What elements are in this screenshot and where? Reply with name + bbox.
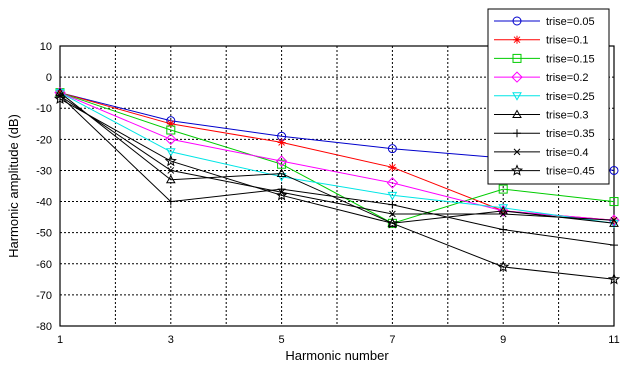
legend-marker: [511, 71, 523, 83]
x-axis-label: Harmonic number: [285, 348, 389, 363]
data-point: [164, 154, 177, 167]
data-point: [386, 177, 399, 189]
data-point: [609, 165, 619, 175]
legend-marker: [512, 92, 522, 101]
x-tick-label: 9: [500, 334, 506, 346]
data-point: [388, 200, 397, 209]
data-point: [610, 241, 618, 250]
x-tick-label: 3: [168, 334, 174, 346]
data-point: [610, 216, 618, 224]
data-point: [165, 148, 176, 157]
data-point: [497, 205, 509, 217]
data-point: [275, 155, 288, 167]
data-point: [388, 163, 397, 172]
data-point: [277, 159, 287, 169]
plot-area: [59, 45, 615, 327]
x-tick-label: 1: [57, 334, 63, 346]
data-point: [498, 204, 509, 213]
legend-marker: [510, 164, 524, 176]
series-line: [59, 92, 615, 224]
data-point: [387, 191, 398, 201]
legend-label: trise=0.3: [546, 110, 589, 122]
data-point: [166, 119, 175, 128]
legend-entry: trise=0.45: [494, 164, 595, 178]
legend-marker: [513, 129, 521, 138]
data-point: [165, 174, 176, 184]
y-tick-label: -60: [36, 259, 52, 271]
data-point: [277, 138, 286, 147]
data-point: [167, 167, 175, 174]
legend-marker: [512, 53, 522, 63]
y-tick-label: -10: [36, 103, 52, 115]
data-point: [389, 210, 396, 218]
y-axis-label: Harmonic amplitude (dB): [6, 114, 21, 258]
legend-label: trise=0.45: [546, 166, 595, 178]
legend-label: trise=0.35: [546, 128, 595, 140]
x-tick-label: 5: [279, 334, 285, 346]
legend-entry: trise=0.2: [494, 71, 589, 84]
data-point: [275, 188, 288, 201]
series-line: [59, 98, 615, 280]
legend-marker: [513, 35, 521, 44]
y-tick-label: -40: [36, 197, 52, 209]
legend-entry: trise=0.15: [494, 53, 595, 65]
data-point: [386, 216, 399, 229]
legend-entry: trise=0.1: [494, 35, 589, 47]
series-line: [59, 95, 615, 221]
x-tick-label: 11: [608, 334, 619, 346]
y-tick-label: 0: [46, 72, 52, 84]
data-point: [387, 144, 397, 154]
legend-box: [487, 8, 610, 185]
data-point: [166, 197, 175, 206]
data-point: [499, 210, 507, 218]
legend-marker: [512, 109, 522, 118]
legend-entry: trise=0.05: [494, 16, 595, 28]
legend-entry: trise=0.35: [494, 128, 595, 140]
data-point: [53, 92, 67, 104]
series-trise=0.45: [53, 92, 620, 285]
y-tick-label: -50: [36, 228, 52, 240]
legend-entry: trise=0.3: [494, 109, 589, 122]
legend: trise=0.05 trise=0.1 trise=0.15 trise=0.2 tr…: [487, 8, 610, 185]
data-point: [165, 133, 177, 146]
data-point: [609, 197, 619, 207]
legend-entry: trise=0.25: [494, 91, 595, 103]
data-point: [56, 92, 64, 100]
data-point: [499, 225, 508, 234]
legend-label: trise=0.1: [546, 35, 589, 47]
legend-marker: [512, 16, 522, 26]
series-line: [59, 95, 615, 246]
legend-label: trise=0.15: [546, 53, 595, 65]
y-tick-label: -20: [36, 134, 52, 146]
series-line: [59, 92, 615, 224]
series-line: [59, 92, 615, 224]
y-tick-label: -70: [36, 290, 52, 302]
y-tick-label: -30: [36, 165, 52, 177]
y-tick-label: -80: [36, 321, 52, 333]
data-point: [607, 272, 620, 285]
legend-entry: trise=0.4: [494, 147, 589, 159]
data-point: [608, 214, 620, 226]
data-point: [276, 168, 287, 178]
y-axis-ticks: 10 0 -10 -20 -30 -40 -50 -60 -70 -80: [36, 41, 52, 333]
x-axis-ticks: 1 3 5 7 9 11: [57, 334, 620, 346]
legend-label: trise=0.2: [546, 72, 589, 84]
data-point: [498, 184, 508, 194]
legend-label: trise=0.05: [546, 16, 595, 28]
legend-label: trise=0.25: [546, 91, 595, 103]
series-trise=0.4: [56, 92, 618, 224]
x-tick-label: 7: [389, 334, 395, 346]
legend-marker: [513, 148, 521, 156]
series-line: [59, 92, 615, 221]
y-tick-label: 10: [40, 41, 52, 53]
legend-label: trise=0.4: [546, 147, 589, 159]
data-point: [497, 260, 510, 272]
